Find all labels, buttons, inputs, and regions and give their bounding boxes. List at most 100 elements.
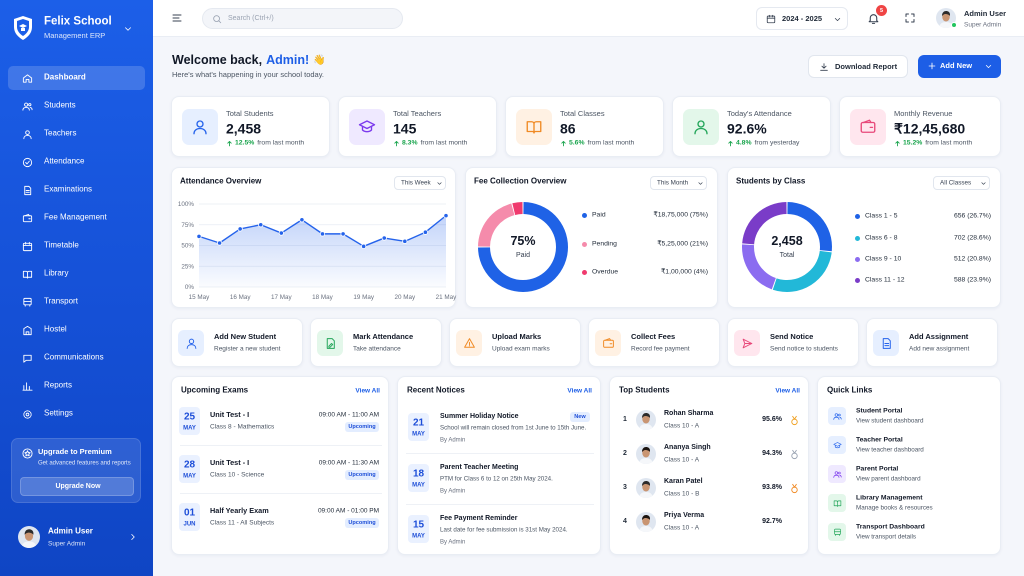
stat-label: Today's Attendance bbox=[727, 108, 792, 118]
stat-change-note: from yesterday bbox=[754, 139, 800, 147]
filter-dropdown[interactable]: All Classes bbox=[933, 176, 990, 190]
icon-part bbox=[196, 120, 204, 128]
legend-label: Paid bbox=[592, 211, 606, 219]
icon-part bbox=[327, 342, 333, 348]
quick-action-title: Upload Marks bbox=[492, 331, 542, 341]
exam-class: Class 11 - All Subjects bbox=[210, 519, 275, 527]
quick-action[interactable]: Add Assignment Add new assignment bbox=[866, 318, 998, 367]
quick-action-title: Add New Student bbox=[214, 331, 277, 341]
icon-part bbox=[24, 529, 34, 535]
menu-icon bbox=[23, 185, 31, 195]
quick-action[interactable]: Mark Attendance Take attendance bbox=[310, 318, 442, 367]
icon-part bbox=[22, 300, 32, 307]
quick-action[interactable]: Add New Student Register a new student bbox=[171, 318, 303, 367]
attendance-area bbox=[199, 215, 446, 287]
icon-part bbox=[24, 129, 30, 135]
icon-part bbox=[790, 486, 798, 493]
exam-class: Class 10 - Science bbox=[210, 471, 265, 479]
x-tick-label: 17 May bbox=[271, 294, 293, 301]
icon-part bbox=[868, 13, 878, 24]
donut-center-label: Paid bbox=[515, 252, 531, 260]
view-all[interactable]: View All bbox=[567, 387, 592, 395]
stat-icon-bg bbox=[349, 109, 385, 145]
download-button[interactable]: Download Report bbox=[808, 55, 908, 78]
menu-icon bbox=[22, 409, 32, 419]
menu-icon bbox=[22, 354, 32, 363]
student-name: Rohan Sharma bbox=[664, 410, 714, 418]
quick-link[interactable] bbox=[824, 461, 996, 487]
icon-part bbox=[131, 534, 135, 540]
attendance-point bbox=[237, 226, 243, 232]
icon-part bbox=[22, 325, 32, 335]
card-title: Fee Collection Overview bbox=[474, 176, 567, 186]
quick-link[interactable] bbox=[824, 432, 996, 458]
view-all[interactable]: View All bbox=[355, 387, 380, 395]
quick-link[interactable] bbox=[824, 403, 996, 429]
filter-dropdown[interactable]: This Week bbox=[394, 176, 446, 190]
quick-action-title: Add Assignment bbox=[909, 331, 969, 341]
quick-action[interactable]: Collect Fees Record fee payment bbox=[588, 318, 720, 367]
notice-badge: New bbox=[574, 413, 586, 420]
quick-action[interactable]: Upload Marks Upload exam marks bbox=[449, 318, 581, 367]
icon-part bbox=[834, 444, 840, 448]
stat-arrow bbox=[727, 140, 733, 146]
upgrade-button-label: Upgrade Now bbox=[55, 483, 101, 491]
quick-action[interactable]: Send Notice Send notice to students bbox=[727, 318, 859, 367]
search-box[interactable]: Search (Ctrl+/) bbox=[202, 8, 403, 29]
quick-link-icon bbox=[833, 528, 841, 536]
add-chevron bbox=[985, 64, 991, 68]
stat-change-value: 4.8% bbox=[736, 139, 752, 147]
add-new-button[interactable]: Add New bbox=[918, 55, 1001, 78]
stat-value: 145 bbox=[393, 120, 417, 137]
x-tick-label: 18 May bbox=[312, 294, 334, 301]
quick-action-icon bbox=[742, 338, 752, 348]
legend-value: 656 (26.7%) bbox=[953, 212, 991, 220]
student-name: Ananya Singh bbox=[664, 444, 711, 452]
donut-segment bbox=[512, 202, 523, 215]
quick-action-icon bbox=[882, 337, 891, 349]
filter-chevron bbox=[436, 182, 442, 185]
menu-label: Timetable bbox=[44, 240, 79, 250]
quick-link-text: View student dashboard bbox=[856, 417, 924, 425]
filter-chevron bbox=[697, 182, 703, 185]
menu-toggle[interactable] bbox=[171, 12, 183, 24]
notice-author: By Admin bbox=[440, 539, 466, 546]
avatar bbox=[636, 478, 656, 498]
icon-part bbox=[642, 414, 650, 424]
upgrade-button[interactable]: Upgrade Now bbox=[20, 477, 134, 496]
date-month: MAY bbox=[412, 482, 425, 489]
notice-text: Last date for fee submission is 31st May… bbox=[440, 526, 568, 534]
icon-part bbox=[23, 213, 31, 219]
sidebar-user-role: Super Admin bbox=[48, 540, 86, 548]
view-all[interactable]: View All bbox=[775, 387, 800, 395]
legend-value: 588 (23.9%) bbox=[953, 276, 991, 284]
icon-part bbox=[820, 63, 828, 71]
menu-label: Fee Management bbox=[44, 212, 107, 222]
icon-part bbox=[639, 526, 653, 532]
sidebar-user-menu bbox=[131, 534, 135, 540]
student-score: 92.7% bbox=[762, 518, 782, 526]
notifications[interactable] bbox=[867, 12, 880, 25]
menu-label: Dashboard bbox=[44, 72, 86, 82]
stat-card: Total Classes 86 5.6% from last month bbox=[505, 96, 664, 157]
menu-icon bbox=[22, 213, 32, 222]
filter-dropdown[interactable]: This Month bbox=[650, 176, 707, 190]
icon-part bbox=[22, 157, 32, 167]
attendance-point bbox=[216, 240, 223, 246]
exam-status: Upcoming bbox=[348, 423, 376, 430]
quick-link-title: Parent Portal bbox=[856, 464, 899, 472]
notification-count: 5 bbox=[879, 7, 884, 14]
fullscreen[interactable] bbox=[904, 12, 916, 24]
divider bbox=[180, 445, 382, 446]
stat-change-value: 15.2% bbox=[903, 139, 923, 147]
quick-link-title: Teacher Portal bbox=[856, 435, 903, 443]
avatar bbox=[636, 410, 656, 430]
brand-sub: Management ERP bbox=[44, 30, 106, 40]
year-chevron bbox=[834, 17, 840, 21]
year-selector[interactable]: 2024 - 2025 bbox=[756, 7, 848, 30]
status-badge: Upcoming bbox=[345, 470, 379, 480]
stat-label: Total Teachers bbox=[393, 108, 442, 118]
stat-value: 86 bbox=[560, 120, 576, 137]
quick-link-icon-bg bbox=[828, 407, 846, 425]
quick-link-icon-bg bbox=[828, 523, 846, 541]
